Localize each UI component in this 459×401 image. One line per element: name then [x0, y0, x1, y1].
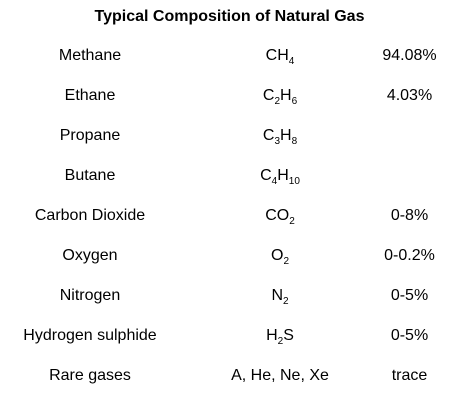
table-row: Nitrogen N2 0-5% — [0, 276, 459, 316]
formula-subscript: 2 — [283, 296, 289, 307]
formula-subscript: 6 — [291, 96, 298, 107]
formula-subscript: 2 — [283, 256, 289, 267]
composition-value: 0-5% — [390, 327, 429, 344]
formula-symbol: C — [262, 87, 275, 104]
gas-name: Hydrogen sulphide — [23, 327, 157, 344]
gas-name: Methane — [58, 47, 122, 64]
chemical-formula: A, He, Ne, Xe — [200, 356, 360, 396]
gas-name: Rare gases — [49, 367, 131, 384]
table-row: Methane CH4 94.08% — [0, 36, 459, 76]
formula-symbol: H — [277, 167, 289, 184]
formula-subscript: 3 — [274, 136, 280, 147]
formula-symbol: CH — [265, 47, 289, 64]
composition-value: 4.03% — [386, 87, 433, 104]
table-row: Butane C4H10 — [0, 156, 459, 196]
formula-symbol: H — [280, 127, 292, 144]
formula-symbol: CO — [265, 207, 290, 224]
formula-symbol: H — [280, 87, 292, 104]
composition-value: trace — [391, 367, 428, 384]
formula-symbol: A, He, Ne, Xe — [231, 367, 329, 384]
page-title: Typical Composition of Natural Gas — [94, 8, 365, 25]
formula-symbol: H — [266, 327, 278, 344]
gas-name: Ethane — [64, 87, 116, 104]
formula-subscript: 8 — [291, 136, 298, 147]
composition-value — [360, 116, 459, 156]
table-row: Rare gases A, He, Ne, Xe trace — [0, 356, 459, 396]
formula-symbol: S — [283, 327, 294, 344]
formula-subscript: 2 — [277, 336, 284, 347]
formula-subscript: 10 — [288, 176, 300, 187]
formula-symbol: C — [262, 127, 275, 144]
formula-subscript: 4 — [288, 56, 295, 67]
formula-symbol: C — [260, 167, 272, 184]
table-row: Ethane C2H6 4.03% — [0, 76, 459, 116]
gas-name: Butane — [64, 167, 116, 184]
composition-value: 0-5% — [390, 287, 429, 304]
chemical-formula: H2S — [200, 316, 360, 356]
gas-name: Carbon Dioxide — [34, 207, 146, 224]
composition-value: 94.08% — [382, 47, 437, 64]
chemical-formula: N2 — [200, 276, 360, 316]
chemical-formula: C2H6 — [200, 76, 360, 116]
formula-subscript: 2 — [289, 216, 295, 227]
chemical-formula: CO2 — [200, 196, 360, 236]
chemical-formula: C4H10 — [200, 156, 360, 196]
chemical-formula: C3H8 — [200, 116, 360, 156]
composition-value: 0-0.2% — [384, 247, 435, 264]
table-row: Oxygen O2 0-0.2% — [0, 236, 459, 276]
table-row: Propane C3H8 — [0, 116, 459, 156]
gas-name: Oxygen — [62, 247, 118, 264]
gas-name: Nitrogen — [59, 287, 121, 304]
formula-subscript: 4 — [271, 176, 278, 187]
table-row: Carbon Dioxide CO2 0-8% — [0, 196, 459, 236]
composition-value — [360, 156, 459, 196]
table-row: Hydrogen sulphide H2S 0-5% — [0, 316, 459, 356]
formula-symbol: O — [270, 247, 284, 264]
formula-subscript: 2 — [274, 96, 280, 107]
gas-name: Propane — [59, 127, 121, 144]
composition-value: 0-8% — [390, 207, 429, 224]
formula-symbol: N — [271, 287, 283, 304]
chemical-formula: CH4 — [200, 36, 360, 76]
chemical-formula: O2 — [200, 236, 360, 276]
